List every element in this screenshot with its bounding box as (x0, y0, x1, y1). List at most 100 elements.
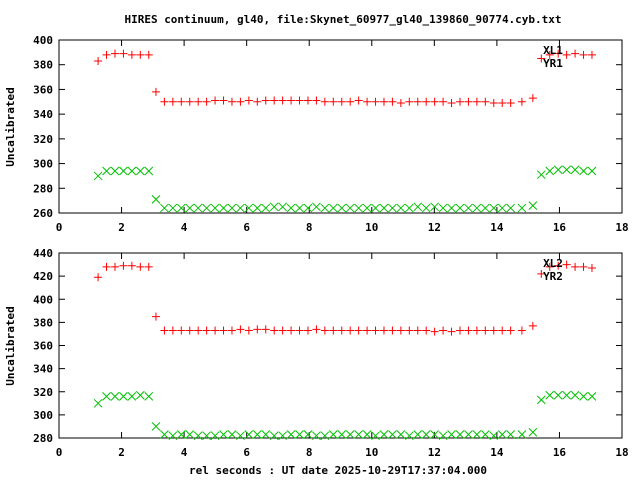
data-point-cross (404, 431, 414, 441)
x-tick-label: 16 (553, 446, 567, 459)
data-point-plus (472, 326, 481, 335)
data-point-cross (388, 203, 397, 213)
data-point-plus (236, 97, 245, 106)
data-point-cross (545, 166, 555, 176)
data-point-cross (528, 427, 538, 437)
x-tick-label: 10 (365, 446, 378, 459)
data-point-cross (210, 431, 220, 441)
x-tick-label: 6 (243, 446, 250, 459)
x-tick-label: 0 (56, 221, 63, 234)
data-point-plus (185, 326, 194, 335)
y-tick-label: 360 (33, 83, 53, 96)
data-point-plus (562, 50, 571, 59)
data-point-plus (168, 326, 177, 335)
data-point-plus (537, 54, 546, 63)
data-point-plus (554, 261, 563, 270)
data-point-plus (278, 96, 287, 105)
data-point-cross (127, 392, 137, 401)
data-point-cross (579, 166, 588, 176)
data-point-plus (439, 326, 448, 335)
data-point-plus (587, 264, 596, 273)
data-point-cross (447, 430, 456, 439)
data-point-plus (481, 326, 490, 335)
data-point-plus (422, 97, 431, 106)
legend-entry: YR2 (543, 270, 563, 283)
data-point-plus (244, 96, 253, 105)
data-point-cross (362, 203, 372, 213)
data-point-cross (168, 203, 178, 213)
data-point-cross (455, 203, 465, 213)
data-point-cross (244, 430, 254, 439)
data-point-plus (447, 99, 456, 108)
y-tick-label: 440 (33, 247, 53, 260)
data-point-plus (295, 96, 304, 105)
data-point-cross (536, 395, 546, 405)
data-point-cross (102, 166, 111, 176)
x-tick-label: 8 (306, 446, 313, 459)
data-point-cross (93, 398, 103, 408)
data-point-cross (528, 201, 538, 210)
data-point-plus (303, 96, 312, 105)
data-point-cross (497, 430, 507, 439)
data-point-plus (571, 49, 580, 58)
y-tick-label: 360 (33, 340, 53, 353)
data-point-cross (464, 430, 473, 439)
data-point-plus (455, 326, 464, 335)
data-point-cross (135, 166, 145, 176)
data-point-cross (151, 195, 161, 204)
data-point-cross (119, 166, 128, 176)
y-axis-label-bottom: Uncalibrated (4, 306, 17, 385)
data-point-plus (517, 326, 526, 335)
data-point-plus (528, 94, 537, 103)
y-tick-label: 340 (33, 108, 53, 121)
data-point-plus (253, 325, 262, 334)
y-tick-label: 260 (33, 207, 53, 220)
legend-entry: XL1 (543, 44, 563, 57)
x-tick-label: 2 (118, 221, 125, 234)
plot-frame (58, 39, 623, 214)
data-point-cross (579, 392, 588, 401)
data-point-cross (127, 166, 137, 176)
y-tick-label: 420 (33, 270, 53, 283)
data-point-cross (102, 392, 111, 401)
data-point-cross (438, 431, 448, 441)
data-point-plus (202, 326, 211, 335)
data-point-cross (455, 430, 465, 439)
data-point-cross (219, 430, 228, 439)
data-point-cross (119, 392, 128, 401)
data-point-cross (185, 430, 195, 439)
data-point-cross (244, 203, 254, 213)
data-point-plus (517, 97, 526, 106)
data-point-plus (227, 97, 236, 106)
data-point-cross (176, 430, 186, 439)
data-point-plus (253, 97, 262, 106)
data-point-cross (480, 203, 490, 213)
plot-frame (58, 252, 623, 439)
data-point-plus (287, 96, 296, 105)
data-point-plus (472, 97, 481, 106)
data-point-cross (517, 203, 527, 213)
data-point-plus (244, 326, 253, 335)
data-point-cross (379, 203, 389, 213)
data-point-cross (278, 202, 287, 212)
data-point-cross (421, 203, 431, 213)
x-axis-label: rel seconds : UT date 2025-10-29T17:37:0… (189, 464, 487, 477)
data-point-cross (144, 166, 154, 176)
data-point-plus (388, 326, 397, 335)
data-point-plus (278, 326, 287, 335)
data-point-plus (177, 97, 186, 106)
data-point-plus (329, 97, 338, 106)
x-tick-label: 14 (490, 221, 504, 234)
data-point-plus (102, 50, 111, 59)
x-tick-label: 14 (490, 446, 504, 459)
data-point-plus (144, 262, 153, 271)
data-point-plus (371, 326, 380, 335)
legend-entry: YR1 (543, 57, 563, 70)
data-point-cross (337, 203, 347, 213)
data-point-plus (562, 260, 571, 269)
data-point-plus (405, 97, 414, 106)
data-point-plus (303, 326, 312, 335)
data-point-cross (562, 165, 571, 175)
data-point-cross (312, 431, 321, 441)
